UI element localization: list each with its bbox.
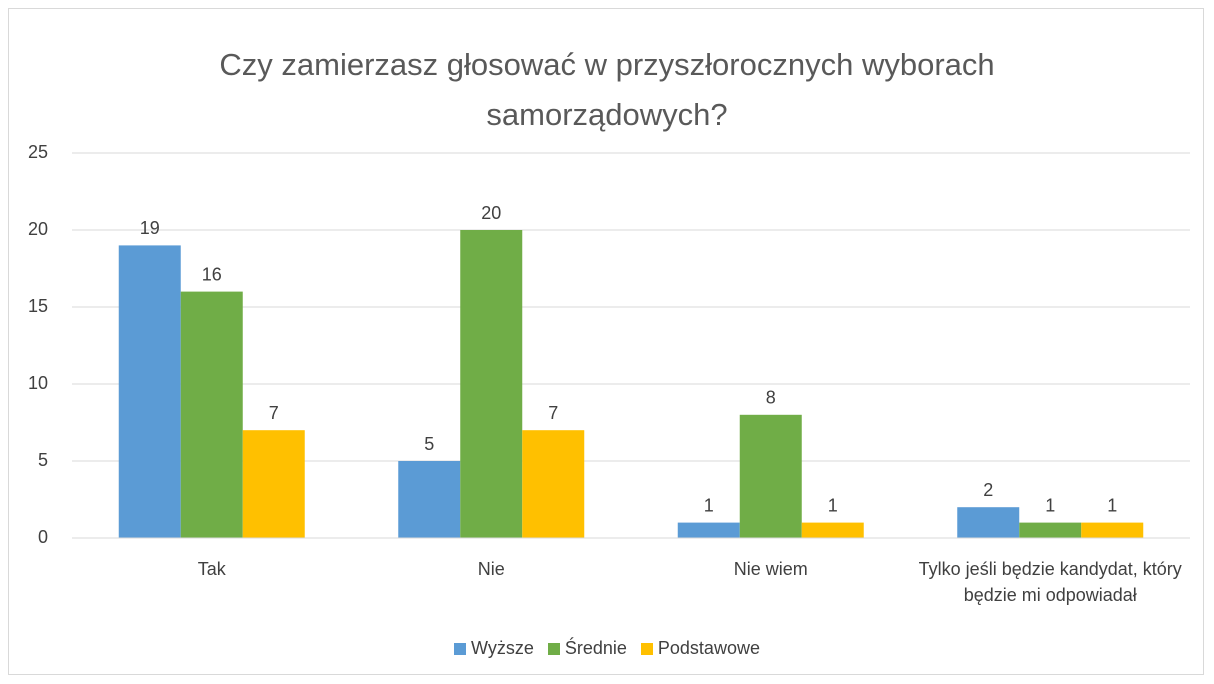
x-tick-label: Tak	[197, 559, 226, 579]
bar	[677, 522, 740, 538]
bar	[118, 245, 181, 538]
data-label: 1	[828, 495, 838, 515]
x-tick-label: Tylko jeśli będzie kandydat, który będzi…	[918, 559, 1182, 605]
legend-item: Średnie	[547, 638, 627, 659]
legend-swatch	[547, 642, 560, 655]
legend-item: Podstawowe	[640, 638, 760, 659]
y-tick-label: 25	[28, 142, 48, 162]
legend-swatch	[454, 642, 467, 655]
data-label: 7	[548, 403, 558, 423]
data-label: 5	[424, 434, 434, 454]
legend: Wyższe Średnie Podstawowe	[0, 638, 1214, 659]
y-tick-label: 5	[38, 450, 48, 470]
data-label: 2	[983, 480, 993, 500]
bar	[1081, 522, 1144, 538]
bar	[957, 507, 1020, 538]
chart-border	[8, 8, 1204, 675]
y-tick-label: 15	[28, 296, 48, 316]
x-tick-label: Nie wiem	[733, 559, 808, 579]
bar	[242, 430, 305, 538]
x-tick-label: Nie	[477, 559, 505, 579]
legend-swatch	[640, 642, 653, 655]
data-label: 1	[1045, 495, 1055, 515]
data-label: 1	[704, 495, 714, 515]
data-label: 8	[766, 388, 776, 408]
bar	[180, 291, 243, 538]
bar	[1019, 522, 1082, 538]
data-label: 16	[202, 264, 222, 284]
chart-title: Czy zamierzasz głosować w przyszłoroczny…	[219, 47, 995, 132]
data-label: 7	[269, 403, 279, 423]
data-label: 20	[481, 203, 501, 223]
legend-item: Wyższe	[454, 638, 534, 659]
legend-label: Podstawowe	[657, 638, 760, 658]
y-tick-label: 0	[38, 527, 48, 547]
bar	[398, 461, 461, 538]
data-label: 19	[140, 218, 160, 238]
bar	[801, 522, 864, 538]
legend-label: Średnie	[564, 638, 627, 658]
legend-label: Wyższe	[471, 638, 534, 658]
data-label: 1	[1107, 495, 1117, 515]
bar	[460, 230, 523, 538]
bar	[522, 430, 585, 538]
y-tick-label: 20	[28, 219, 48, 239]
y-tick-label: 10	[28, 373, 48, 393]
bar	[739, 414, 802, 538]
